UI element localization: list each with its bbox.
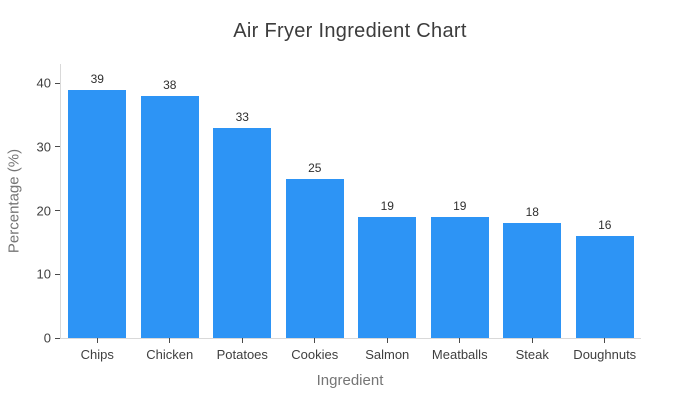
x-axis-title: Ingredient: [316, 372, 384, 389]
x-tick-mark: [531, 338, 533, 343]
y-tick-mark: [55, 210, 60, 212]
y-tick-mark: [55, 146, 60, 148]
bar-value-label: 19: [380, 198, 394, 213]
bar-value-label: 19: [453, 198, 467, 213]
bar: [68, 89, 127, 338]
bar: [213, 127, 272, 338]
x-tick-mark: [314, 338, 316, 343]
x-tick-label: Salmon: [365, 347, 410, 362]
y-tick-label: 10: [36, 266, 51, 282]
x-tick-label: Potatoes: [216, 347, 268, 362]
bar-value-label: 38: [163, 77, 177, 92]
x-tick-mark: [169, 338, 171, 343]
chart-title: Air Fryer Ingredient Chart: [233, 20, 467, 42]
x-tick-label: Cookies: [291, 347, 339, 362]
bar: [358, 216, 417, 338]
y-tick-label: 30: [36, 139, 51, 155]
y-tick-mark: [55, 82, 60, 84]
y-tick-label: 40: [36, 75, 51, 91]
bar-value-label: 16: [598, 218, 612, 233]
x-tick-label: Chips: [80, 347, 114, 362]
x-tick-mark: [459, 338, 461, 343]
y-tick-mark: [55, 273, 60, 275]
x-tick-mark: [386, 338, 388, 343]
bar-value-label: 18: [525, 205, 539, 220]
bar: [430, 216, 489, 338]
x-tick-mark: [96, 338, 98, 343]
plot-area: 0 10 20 30 40 39 Chips 38 Chicken 33 Potatoes 25 Coo…: [37, 64, 641, 362]
x-tick-mark: [604, 338, 606, 343]
x-tick-label: Doughnuts: [573, 347, 637, 362]
y-tick-label: 20: [36, 203, 51, 219]
x-tick-label: Chicken: [146, 347, 194, 362]
y-tick-label: 0: [43, 330, 51, 346]
bar-value-label: 25: [308, 160, 322, 175]
x-tick-mark: [241, 338, 243, 343]
bar: [503, 223, 562, 338]
x-tick-label: Meatballs: [431, 347, 488, 362]
bar: [575, 236, 634, 338]
bar: [140, 95, 199, 338]
y-axis-title: Percentage (%): [5, 148, 23, 254]
x-tick-label: Steak: [515, 347, 549, 362]
bar: [285, 178, 344, 338]
y-tick-mark: [55, 337, 60, 339]
bar-value-label: 39: [90, 71, 104, 86]
bar-value-label: 33: [235, 109, 249, 124]
